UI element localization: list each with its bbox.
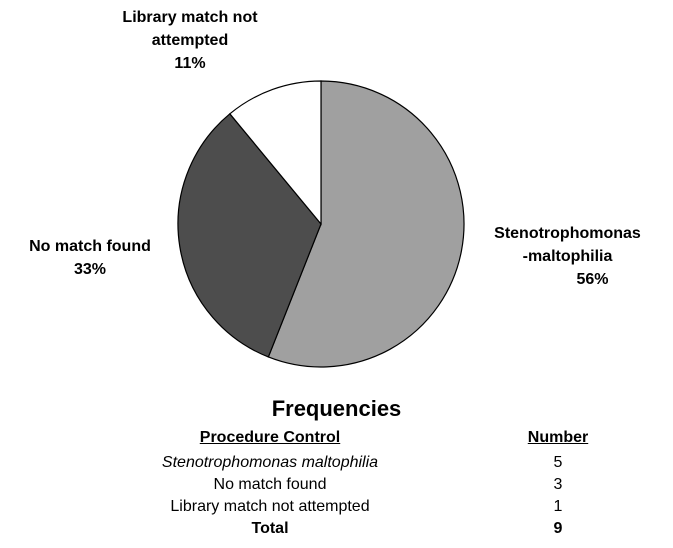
pie-slice [267, 80, 465, 368]
slice-label: Stenotrophomonas-maltophilia 56% [465, 222, 670, 291]
row-number: 3 [553, 476, 563, 493]
slice-name: Stenotrophomonas-maltophilia [494, 225, 641, 265]
row-label: Stenotrophomonas maltophilia [161, 454, 379, 471]
slice-percent: 56% [576, 271, 609, 288]
pie-slice [177, 112, 322, 358]
column-header: Procedure Control [199, 429, 341, 446]
slice-percent: 33% [73, 261, 107, 278]
row-label: Total [251, 520, 289, 537]
row-number: 5 [553, 454, 563, 471]
table-title: Frequencies [271, 396, 402, 421]
row-number: 1 [553, 498, 563, 515]
slice-percent: 11% [174, 55, 206, 72]
slice-name: Library match not attempted [122, 9, 258, 49]
slice-name: No match found [29, 238, 151, 255]
slice-label: Library match not attempted 11% [70, 6, 310, 75]
row-label: Library match not attempted [170, 498, 370, 515]
row-number: 9 [553, 520, 563, 537]
row-label: No match found [213, 476, 327, 493]
slice-label: No match found 33% [0, 235, 180, 281]
pie-slice [229, 80, 322, 226]
column-header: Number [527, 429, 589, 446]
pie-chart [177, 80, 465, 368]
